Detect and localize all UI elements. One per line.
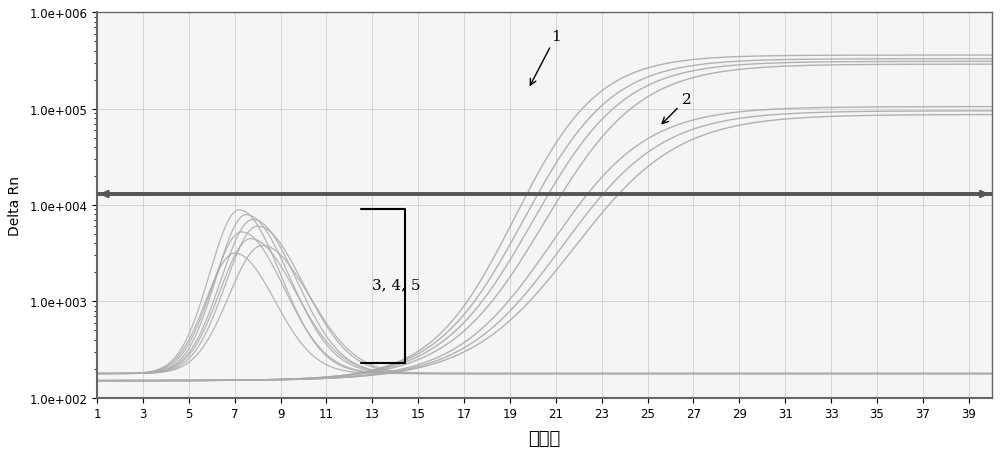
Y-axis label: Delta Rn: Delta Rn bbox=[8, 176, 22, 235]
Text: 2: 2 bbox=[662, 93, 692, 124]
X-axis label: 循环数: 循环数 bbox=[528, 429, 560, 447]
Text: 1: 1 bbox=[530, 30, 561, 86]
Text: 3, 4, 5: 3, 4, 5 bbox=[372, 278, 421, 292]
